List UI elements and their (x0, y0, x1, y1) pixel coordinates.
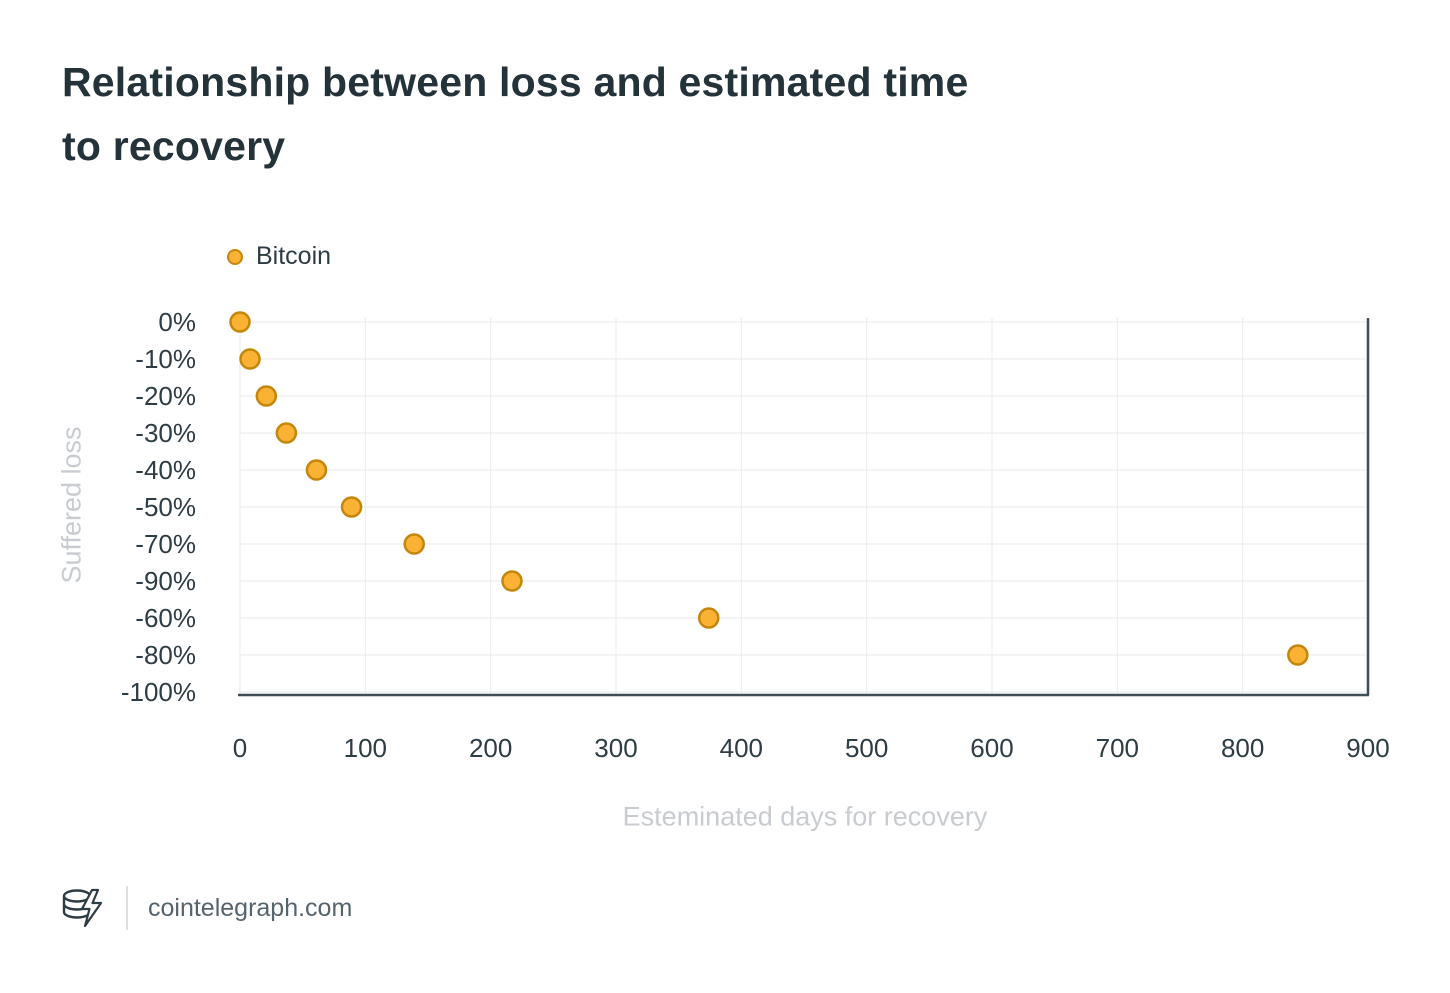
y-tick-label: -100% (121, 677, 196, 707)
data-point (229, 311, 251, 333)
y-tick-label: -10% (135, 344, 196, 374)
legend-marker-bitcoin (227, 248, 243, 265)
y-tick-label: -30% (135, 418, 196, 448)
y-tick-label: -90% (135, 566, 196, 596)
data-point (1287, 644, 1309, 666)
page-title-line1: Relationship between loss and estimated … (62, 59, 969, 105)
x-axis-title: Esteminated days for recovery (622, 801, 988, 832)
y-tick-label: -40% (135, 455, 196, 485)
y-tick-label: -70% (135, 529, 196, 559)
data-point (403, 533, 425, 555)
data-point (305, 459, 328, 481)
data-point (697, 607, 720, 629)
page-title-line2: to recovery (62, 123, 286, 169)
x-tick-label: 900 (1346, 733, 1389, 763)
x-tick-label: 700 (1096, 733, 1139, 763)
x-tick-label: 100 (344, 733, 387, 763)
legend-label-bitcoin: Bitcoin (256, 242, 332, 270)
y-axis-title: Suffered loss (56, 426, 87, 584)
y-tick-label: 0% (158, 307, 196, 337)
x-tick-label: 0 (233, 733, 247, 763)
footer-divider (126, 886, 128, 930)
legend: Bitcoin (227, 242, 331, 271)
footer: cointelegraph.com (58, 884, 352, 932)
page-title: Relationship between loss and estimated … (62, 50, 968, 178)
y-tick-label: -80% (135, 640, 196, 670)
x-tick-label: 800 (1221, 733, 1264, 763)
x-tick-label: 500 (845, 733, 888, 763)
x-tick-label: 400 (720, 733, 763, 763)
y-tick-label: -20% (135, 381, 196, 411)
x-tick-label: 600 (970, 733, 1013, 763)
data-point (340, 496, 363, 518)
x-tick-label: 300 (594, 733, 637, 763)
x-tick-label: 200 (469, 733, 512, 763)
y-tick-label: -50% (135, 492, 196, 522)
data-point (501, 570, 523, 592)
y-tick-label: -60% (135, 603, 196, 633)
data-point (239, 348, 261, 370)
cointelegraph-logo-icon (62, 888, 103, 928)
footer-site-text: cointelegraph.com (148, 893, 353, 922)
data-point (255, 385, 278, 407)
data-point (275, 422, 298, 444)
